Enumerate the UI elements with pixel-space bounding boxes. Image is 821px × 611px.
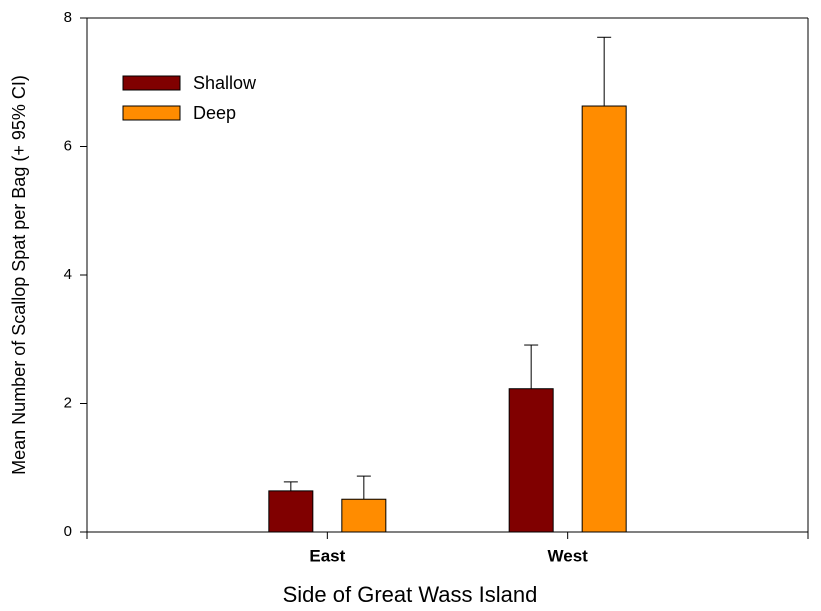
y-tick-label: 6	[64, 137, 72, 154]
bar	[581, 105, 627, 533]
x-tick-label: West	[548, 546, 589, 565]
bar	[508, 388, 554, 533]
y-tick-label: 0	[64, 523, 72, 540]
bar	[341, 498, 387, 533]
legend-label: Shallow	[193, 73, 257, 93]
x-axis-label: Side of Great Wass Island	[283, 582, 538, 607]
legend-swatch	[122, 75, 181, 91]
x-tick-label: East	[309, 546, 345, 565]
legend-swatch	[122, 105, 181, 121]
y-tick-label: 4	[64, 266, 72, 283]
bar	[268, 490, 314, 533]
y-axis-label: Mean Number of Scallop Spat per Bag (+ 9…	[9, 75, 29, 475]
y-tick-label: 2	[64, 394, 72, 411]
legend-label: Deep	[193, 103, 236, 123]
y-tick-label: 8	[64, 9, 72, 26]
